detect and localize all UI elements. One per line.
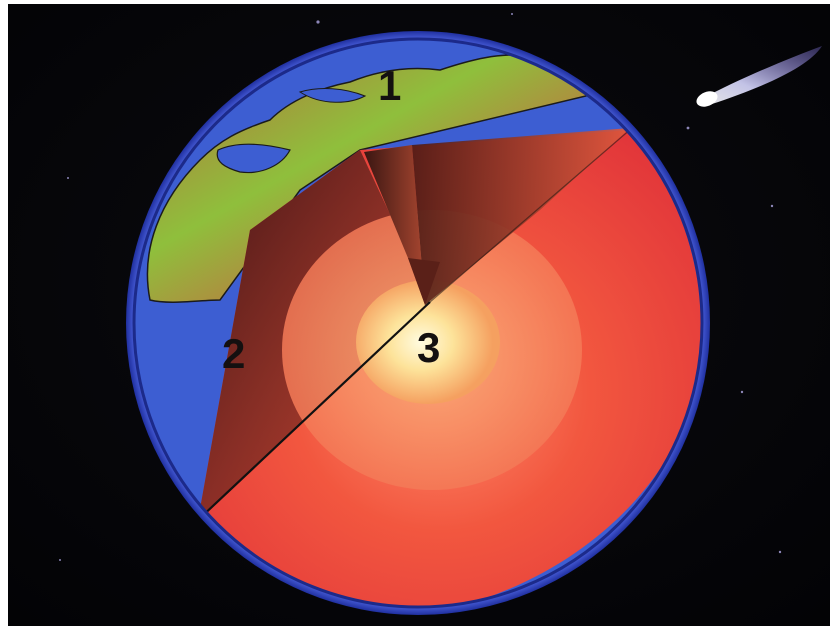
section-line — [197, 301, 431, 521]
globe-rim — [132, 37, 704, 609]
comet-icon — [696, 46, 822, 107]
inner-core — [356, 280, 500, 404]
crust-wedge-right — [412, 128, 630, 305]
crust-wedge-left — [364, 145, 425, 305]
coastal-bay — [298, 88, 367, 103]
crust-wedge-tip — [408, 258, 440, 305]
label-mantle: 2 — [222, 330, 245, 377]
label-core: 3 — [417, 324, 440, 371]
section-line-upper — [429, 127, 633, 303]
star-icon — [59, 13, 782, 561]
inland-sea — [216, 143, 291, 174]
label-crust: 1 — [378, 62, 401, 109]
